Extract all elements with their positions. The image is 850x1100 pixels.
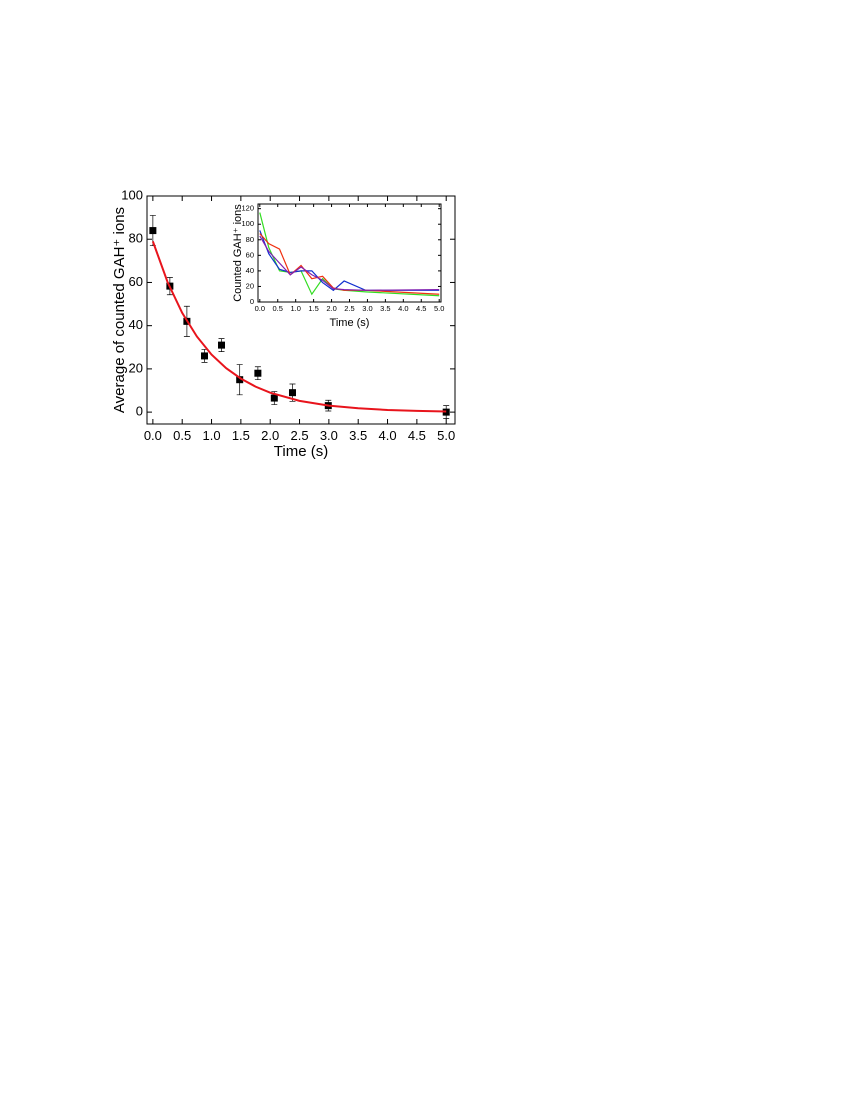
series-line: [259, 230, 440, 292]
series-line: [259, 235, 440, 291]
x-tick-label: 0.0: [144, 428, 162, 443]
y-tick-label: 80: [129, 231, 143, 246]
y-tick-label: 40: [129, 317, 143, 332]
x-tick-label: 4.0: [398, 304, 408, 313]
x-tick-label: 4.0: [378, 428, 396, 443]
y-tick-label: 100: [121, 187, 143, 202]
y-tick-label: 40: [246, 266, 254, 275]
x-tick-label: 2.0: [326, 304, 336, 313]
y-tick-label: 0: [136, 404, 143, 419]
x-tick-label: 3.0: [320, 428, 338, 443]
x-tick-label: 2.5: [344, 304, 354, 313]
x-tick-label: 4.5: [416, 304, 426, 313]
x-tick-label: 5.0: [434, 304, 444, 313]
x-axis-label: Time (s): [274, 443, 328, 460]
x-tick-label: 3.5: [349, 428, 367, 443]
x-tick-label: 3.0: [362, 304, 372, 313]
x-tick-label: 1.0: [290, 304, 300, 313]
data-point: [288, 389, 296, 397]
y-tick-label: 60: [246, 250, 254, 259]
y-tick-label: 0: [250, 297, 254, 306]
x-tick-label: 5.0: [437, 428, 455, 443]
series-line: [151, 241, 447, 413]
data-point: [218, 341, 226, 349]
y-axis-label: Average of counted GAH⁺ ions: [111, 207, 128, 413]
y-tick-label: 100: [241, 219, 254, 228]
plot-frame: [146, 195, 456, 425]
y-tick-label: 80: [246, 235, 254, 244]
data-point: [254, 369, 262, 377]
x-tick-label: 0.5: [173, 428, 191, 443]
x-tick-label: 1.5: [232, 428, 250, 443]
data-point: [149, 227, 157, 235]
x-tick-label: 3.5: [380, 304, 390, 313]
data-point: [236, 376, 244, 384]
plot-frame: [257, 203, 442, 303]
x-axis-label: Time (s): [330, 317, 370, 329]
y-tick-label: 20: [246, 281, 254, 290]
data-point: [270, 394, 278, 402]
y-tick-label: 60: [129, 274, 143, 289]
x-tick-label: 1.0: [202, 428, 220, 443]
y-axis-label: Counted GAH⁺ ions: [232, 204, 244, 302]
x-tick-label: 0.5: [273, 304, 283, 313]
y-tick-label: 20: [129, 360, 143, 375]
data-point: [442, 408, 450, 416]
plot-area: [258, 204, 441, 302]
y-tick-label: 120: [241, 204, 254, 213]
x-tick-label: 2.5: [290, 428, 308, 443]
x-tick-label: 0.0: [255, 304, 265, 313]
x-tick-label: 1.5: [308, 304, 318, 313]
x-tick-label: 2.0: [261, 428, 279, 443]
data-point: [200, 352, 208, 360]
x-tick-label: 4.5: [408, 428, 426, 443]
